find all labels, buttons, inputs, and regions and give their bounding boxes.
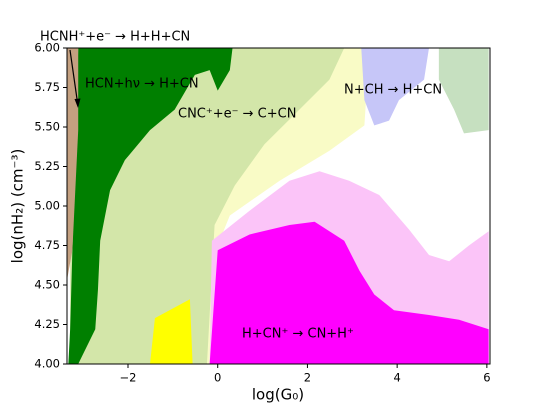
x-tick-label: 4 xyxy=(393,371,400,385)
region xyxy=(68,48,233,364)
annotation: N+CH → H+CN xyxy=(344,83,442,98)
region xyxy=(209,221,489,364)
y-tick-label: 4.50 xyxy=(34,278,60,292)
x-tick-label: 0 xyxy=(214,371,221,385)
arrow xyxy=(69,49,79,107)
region xyxy=(149,299,193,364)
region xyxy=(361,48,429,126)
x-tick-label: 6 xyxy=(483,371,490,385)
x-tick-label: 2 xyxy=(304,371,311,385)
y-tick-label: 6.00 xyxy=(34,41,60,55)
y-tick-label: 5.75 xyxy=(34,80,60,94)
x-axis-label: log(G₀) xyxy=(252,386,304,404)
region xyxy=(67,48,79,281)
y-tick-label: 5.50 xyxy=(34,120,60,134)
y-axis-label: log(nH₂) (cm⁻³) xyxy=(9,149,27,264)
y-tick-label: 4.25 xyxy=(34,317,60,331)
arrow-head xyxy=(74,98,81,108)
region xyxy=(438,48,489,134)
x-tick-label: −2 xyxy=(120,371,137,385)
y-tick-label: 5.00 xyxy=(34,199,60,213)
y-tick-label: 4.75 xyxy=(34,238,60,252)
annotation: HCNH⁺+e⁻ → H+H+CN xyxy=(40,30,190,45)
y-tick-label: 4.00 xyxy=(34,357,60,371)
annotation: HCN+hν → H+CN xyxy=(85,77,199,92)
annotation: H+CN⁺ → CN+H⁺ xyxy=(242,327,354,342)
regions xyxy=(67,48,489,364)
annotation: CNC⁺+e⁻ → C+CN xyxy=(178,107,296,122)
y-tick-label: 5.25 xyxy=(34,159,60,173)
